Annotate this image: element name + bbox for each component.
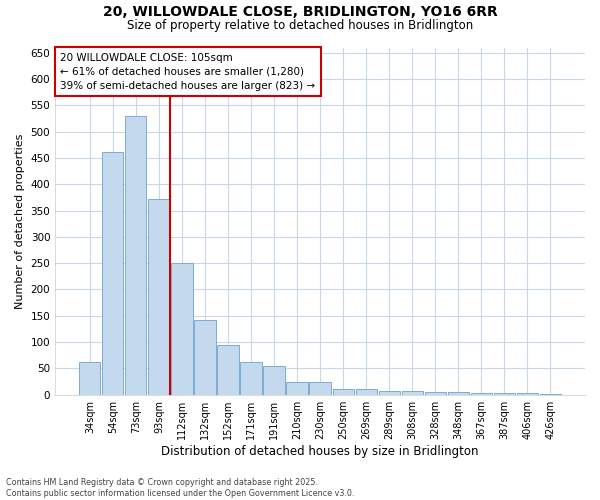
Bar [494, 393, 515, 394]
X-axis label: Distribution of detached houses by size in Bridlington: Distribution of detached houses by size … [161, 444, 479, 458]
Bar [125, 116, 146, 394]
Bar [263, 366, 284, 394]
Bar [217, 344, 239, 395]
Text: Contains HM Land Registry data © Crown copyright and database right 2025.
Contai: Contains HM Land Registry data © Crown c… [6, 478, 355, 498]
Bar [379, 391, 400, 394]
Bar [148, 199, 170, 394]
Bar [470, 393, 492, 394]
Bar [425, 392, 446, 394]
Bar [102, 152, 124, 394]
Text: Size of property relative to detached houses in Bridlington: Size of property relative to detached ho… [127, 19, 473, 32]
Bar [79, 362, 100, 394]
Bar [241, 362, 262, 394]
Bar [332, 390, 353, 394]
Bar [194, 320, 215, 394]
Y-axis label: Number of detached properties: Number of detached properties [15, 134, 25, 309]
Bar [286, 382, 308, 394]
Text: 20, WILLOWDALE CLOSE, BRIDLINGTON, YO16 6RR: 20, WILLOWDALE CLOSE, BRIDLINGTON, YO16 … [103, 5, 497, 19]
Bar [172, 263, 193, 394]
Bar [401, 391, 423, 394]
Bar [448, 392, 469, 394]
Bar [517, 393, 538, 394]
Text: 20 WILLOWDALE CLOSE: 105sqm
← 61% of detached houses are smaller (1,280)
39% of : 20 WILLOWDALE CLOSE: 105sqm ← 61% of det… [61, 52, 316, 90]
Bar [310, 382, 331, 394]
Bar [356, 390, 377, 394]
